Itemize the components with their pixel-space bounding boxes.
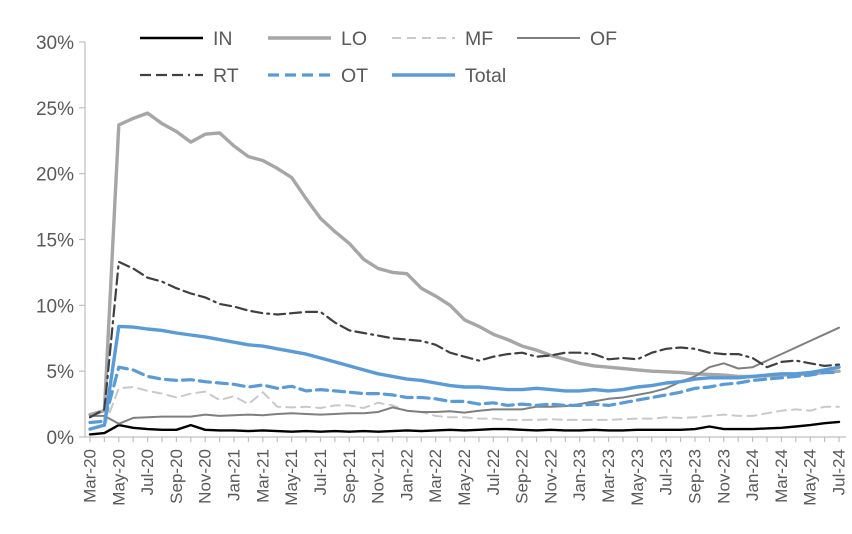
series-line-IN <box>88 420 841 436</box>
series-line-Total <box>88 324 841 431</box>
x-tick-label: Sep-22 <box>513 449 532 504</box>
x-tick-label: Mar-20 <box>81 449 100 503</box>
legend-item-LO: LO <box>268 28 367 50</box>
series-line-OF <box>89 326 840 425</box>
series-lines <box>88 111 841 436</box>
x-tick-label: Jan-21 <box>225 449 244 501</box>
series-line-RT <box>88 260 841 419</box>
y-tick-label: 25% <box>36 99 74 120</box>
x-tick-label: Jul-24 <box>830 449 849 495</box>
legend-label-Total: Total <box>465 65 506 87</box>
x-tick-label: Nov-22 <box>541 449 560 504</box>
legend-item-OT: OT <box>268 65 368 87</box>
x-tick-label: Mar-22 <box>426 449 445 503</box>
x-tick-label: May-20 <box>109 449 128 506</box>
legend-item-Total: Total <box>392 65 506 87</box>
x-tick-label: Sep-20 <box>167 449 186 504</box>
y-tick-label: 10% <box>36 296 74 317</box>
legend: IN LO MF OF RT OT Total <box>140 28 617 87</box>
x-tick-label: May-24 <box>801 449 820 506</box>
x-tick-label: May-23 <box>628 449 647 506</box>
x-tick-label: Mar-23 <box>599 449 618 503</box>
y-tick-label: 5% <box>47 362 75 383</box>
x-tick-label: Nov-20 <box>196 449 215 504</box>
series-line-MF <box>89 386 840 431</box>
x-tick-label: May-22 <box>455 449 474 506</box>
y-tick-label: 15% <box>36 231 74 252</box>
legend-item-OF: OF <box>517 28 617 50</box>
x-tick-label: May-21 <box>282 449 301 506</box>
series-line-LO <box>88 111 841 417</box>
series-line-OT <box>88 365 841 425</box>
x-tick-label: Jul-22 <box>484 449 503 495</box>
x-tick-label: Sep-21 <box>340 449 359 504</box>
x-tick-label: Jan-22 <box>397 449 416 501</box>
x-tick-label: Jul-20 <box>138 449 157 495</box>
legend-label-OT: OT <box>341 65 368 87</box>
axes: 0% 5% 10% 15% 20% 25% 30% Mar-20 May-20 Jul-20 Sep… <box>36 33 849 506</box>
x-tick-label: Jul-23 <box>657 449 676 495</box>
x-tick-label: Sep-23 <box>685 449 704 504</box>
y-tick-label: 0% <box>47 428 75 449</box>
x-tick-label: Jan-24 <box>743 449 762 501</box>
x-tick-label: Jan-23 <box>570 449 589 501</box>
legend-label-RT: RT <box>213 65 239 87</box>
legend-label-LO: LO <box>341 28 367 50</box>
legend-item-IN: IN <box>140 28 233 50</box>
legend-item-MF: MF <box>392 28 493 50</box>
x-tick-label: Mar-21 <box>253 449 272 503</box>
legend-label-IN: IN <box>213 28 233 50</box>
x-tick-label: Mar-24 <box>772 449 791 503</box>
legend-item-RT: RT <box>140 65 239 87</box>
x-tick-label: Nov-23 <box>714 449 733 504</box>
y-tick-label: 20% <box>36 165 74 186</box>
y-tick-label: 30% <box>36 33 74 54</box>
x-tick-label: Jul-21 <box>311 449 330 495</box>
x-tick-label: Nov-21 <box>369 449 388 504</box>
legend-label-OF: OF <box>590 28 617 50</box>
legend-label-MF: MF <box>465 28 493 50</box>
